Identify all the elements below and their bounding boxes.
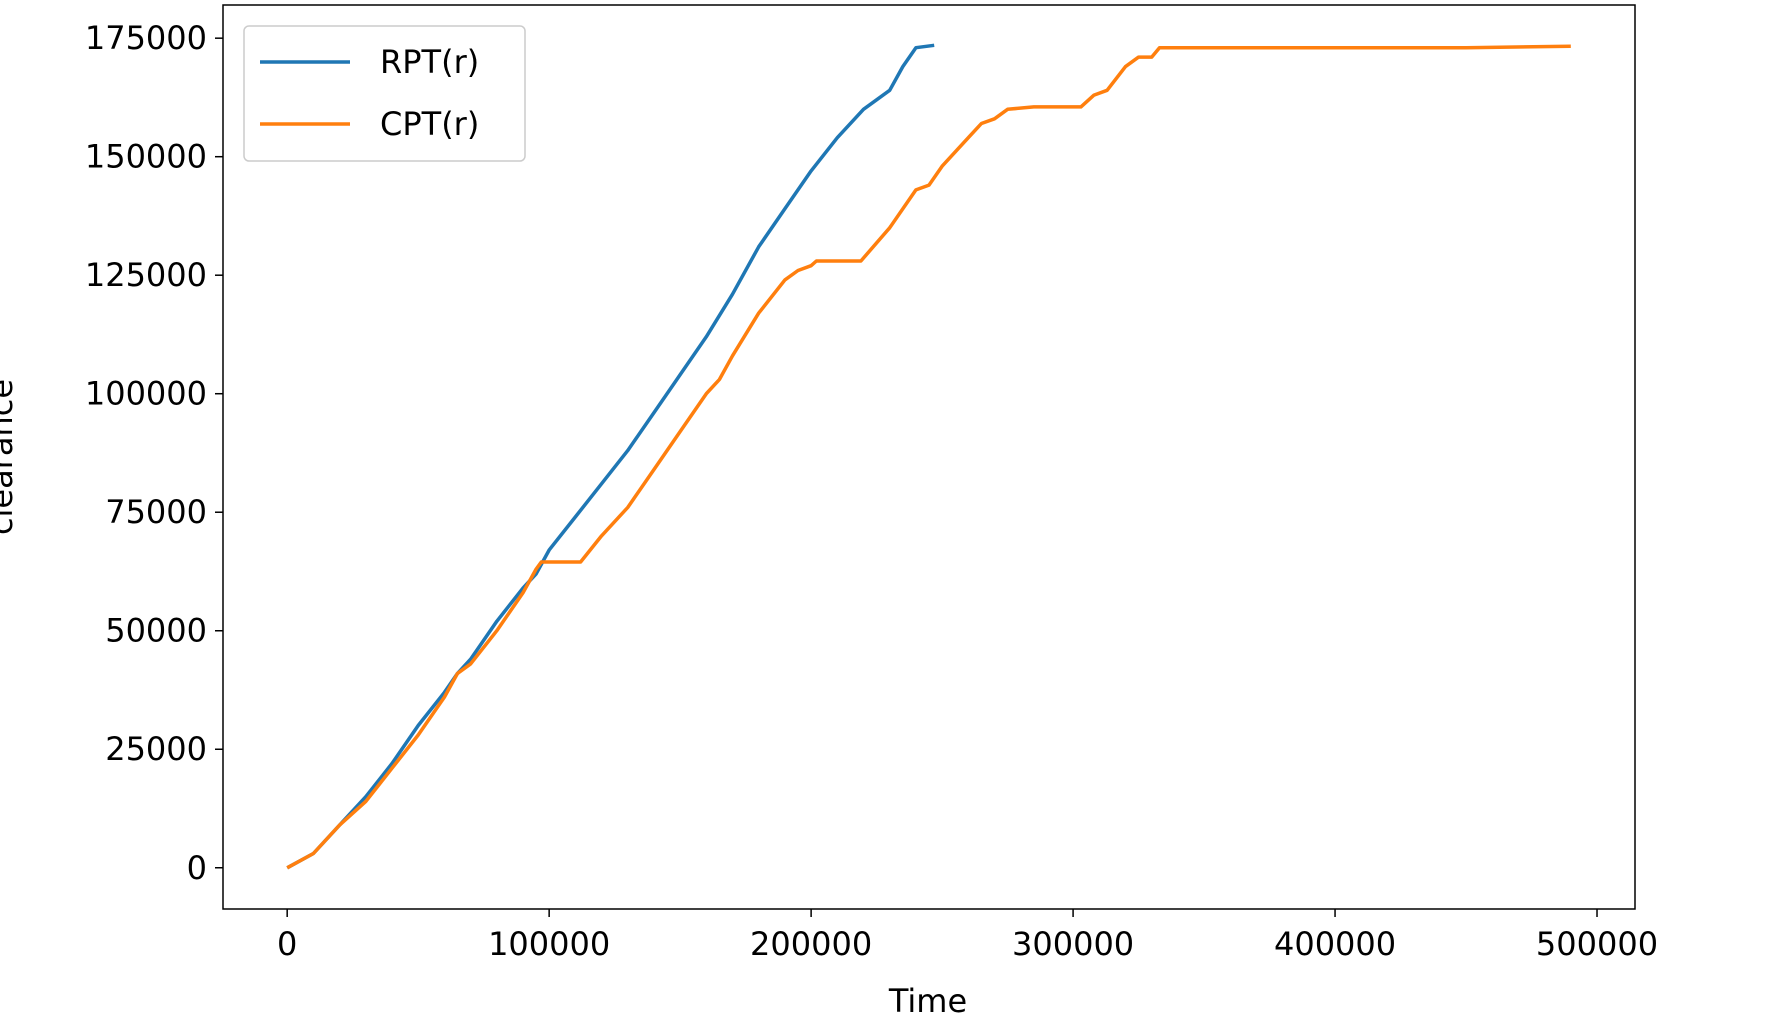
x-tick-label: 100000 [488, 925, 610, 963]
y-axis-label: clearance [0, 379, 20, 535]
line-series [286, 43, 935, 870]
x-axis-label: Time [888, 982, 967, 1020]
legend-label: CPT(r) [380, 105, 479, 143]
y-tick-label: 175000 [85, 19, 207, 57]
plot-frame [222, 4, 1636, 910]
x-tick-label: 300000 [1012, 925, 1134, 963]
x-tick-label: 200000 [750, 925, 872, 963]
x-tick-label: 500000 [1536, 925, 1658, 963]
y-tick-label: 150000 [85, 138, 207, 176]
y-tick-label: 25000 [105, 730, 207, 768]
legend-label: RPT(r) [380, 43, 479, 81]
y-tick-label: 125000 [85, 256, 207, 294]
line-series [286, 44, 1571, 870]
y-tick-label: 75000 [105, 493, 207, 531]
x-tick-label: 0 [277, 925, 297, 963]
y-tick-label: 0 [187, 849, 207, 887]
legend: RPT(r) CPT(r) [243, 25, 526, 162]
x-tick-label: 400000 [1274, 925, 1396, 963]
y-tick-label: 100000 [85, 375, 207, 413]
y-tick-label: 50000 [105, 612, 207, 650]
legend-box [243, 25, 526, 162]
